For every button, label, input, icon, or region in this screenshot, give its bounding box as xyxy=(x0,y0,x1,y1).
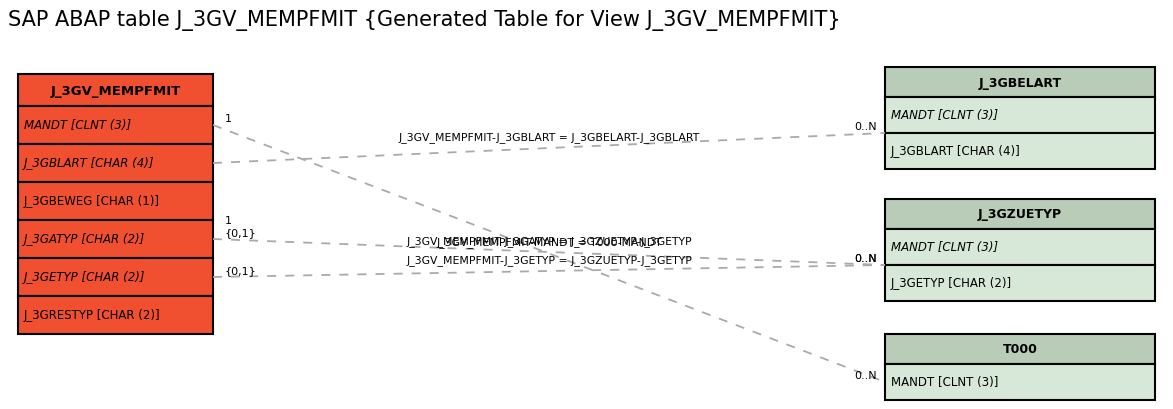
Text: J_3GBLART [CHAR (4)]: J_3GBLART [CHAR (4)] xyxy=(23,157,155,170)
Text: 0..N: 0..N xyxy=(854,122,877,132)
Text: J_3GZUETYP: J_3GZUETYP xyxy=(978,208,1062,221)
Text: MANDT [CLNT (3)]: MANDT [CLNT (3)] xyxy=(891,109,998,122)
Text: J_3GETYP [CHAR (2)]: J_3GETYP [CHAR (2)] xyxy=(23,271,145,284)
Bar xyxy=(884,200,1155,229)
Text: J_3GATYP [CHAR (2)]: J_3GATYP [CHAR (2)] xyxy=(23,233,145,246)
Text: 1
{0,1}: 1 {0,1} xyxy=(225,216,257,237)
Bar xyxy=(884,98,1155,134)
Text: J_3GV_MEMPFMIT-J_3GATYP = J_3GZUETYP-J_3GETYP: J_3GV_MEMPFMIT-J_3GATYP = J_3GZUETYP-J_3… xyxy=(406,236,692,246)
Text: J_3GBEWEG [CHAR (1)]: J_3GBEWEG [CHAR (1)] xyxy=(23,195,160,208)
Text: MANDT [CLNT (3)]: MANDT [CLNT (3)] xyxy=(891,241,998,254)
Text: 0..N: 0..N xyxy=(854,370,877,380)
Text: J_3GV_MEMPFMIT-J_3GETYP = J_3GZUETYP-J_3GETYP: J_3GV_MEMPFMIT-J_3GETYP = J_3GZUETYP-J_3… xyxy=(406,254,692,265)
Text: 0..N: 0..N xyxy=(854,254,877,263)
Text: J_3GRESTYP [CHAR (2)]: J_3GRESTYP [CHAR (2)] xyxy=(23,309,161,322)
Text: MANDT [CLNT (3)]: MANDT [CLNT (3)] xyxy=(23,119,131,132)
Text: J_3GV_MEMPFMIT-J_3GBLART = J_3GBELART-J_3GBLART: J_3GV_MEMPFMIT-J_3GBLART = J_3GBELART-J_… xyxy=(399,132,699,143)
Bar xyxy=(18,107,213,145)
Bar xyxy=(884,334,1155,364)
Text: J_3GV_MEMPFMIT: J_3GV_MEMPFMIT xyxy=(50,84,181,97)
Text: J_3GBLART [CHAR (4)]: J_3GBLART [CHAR (4)] xyxy=(891,145,1021,158)
Bar xyxy=(884,229,1155,265)
Bar xyxy=(18,75,213,107)
Text: 0..N: 0..N xyxy=(854,254,877,263)
Text: J_3GETYP [CHAR (2)]: J_3GETYP [CHAR (2)] xyxy=(891,277,1012,290)
Bar xyxy=(18,182,213,220)
Bar xyxy=(884,134,1155,170)
Bar xyxy=(884,68,1155,98)
Bar xyxy=(884,364,1155,400)
Text: SAP ABAP table J_3GV_MEMPFMIT {Generated Table for View J_3GV_MEMPFMIT}: SAP ABAP table J_3GV_MEMPFMIT {Generated… xyxy=(8,10,841,31)
Text: T000: T000 xyxy=(1003,343,1037,356)
Bar xyxy=(884,265,1155,301)
Text: MANDT [CLNT (3)]: MANDT [CLNT (3)] xyxy=(891,375,998,389)
Text: {0,1}: {0,1} xyxy=(225,265,257,275)
Bar xyxy=(18,258,213,296)
Bar xyxy=(18,220,213,258)
Text: J_3GBELART: J_3GBELART xyxy=(978,76,1062,89)
Bar xyxy=(18,145,213,182)
Text: 1: 1 xyxy=(225,114,232,124)
Bar xyxy=(18,296,213,334)
Text: J_3GV_MEMPFMIT-MANDT = T000-MANDT: J_3GV_MEMPFMIT-MANDT = T000-MANDT xyxy=(436,237,662,248)
